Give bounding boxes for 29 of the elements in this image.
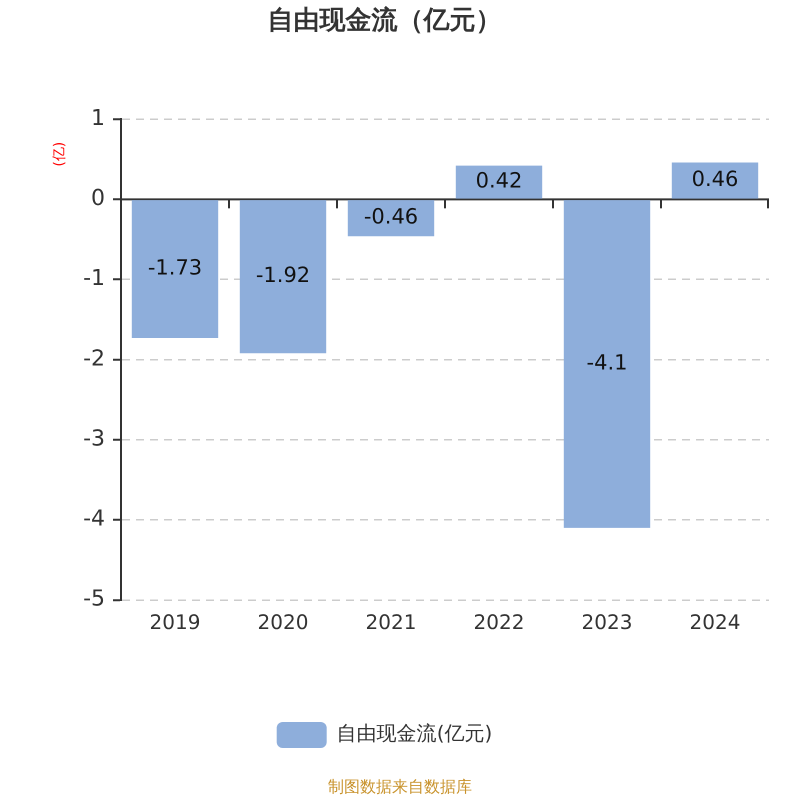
text: 制图数据来自数据库 [328,777,472,796]
y-tick-label: -3 [83,426,105,452]
bar [240,200,326,354]
y-axis-title: (亿) [52,142,68,167]
bar [564,200,650,528]
y-tick-label: 0 [91,186,105,212]
legend-label: 自由现金流(亿元) [336,721,492,746]
y-tick-label: 1 [91,106,105,131]
data-label: -0.46 [364,204,418,229]
x-tick-label: 2023 [582,610,632,634]
data-label: 0.42 [476,168,522,193]
data-label: 0.46 [692,166,738,191]
data-label: -4.1 [586,350,628,374]
data-label: -1.73 [148,255,202,280]
y-tick-label: -2 [83,346,105,372]
data-label: -1.92 [256,263,310,288]
bar [132,200,218,338]
x-tick-label: 2022 [474,610,524,634]
x-tick-label: 2020 [258,610,308,634]
x-tick-label: 2021 [366,610,416,634]
bar [672,162,758,199]
y-tick-label: -5 [83,586,105,612]
x-tick-label: 2024 [690,610,740,634]
bar [348,200,434,236]
y-tick-label: -4 [83,506,105,532]
x-tick-label: 2019 [150,610,200,634]
chart-title: 自由现金流（亿元） [268,5,502,36]
y-tick-label: -1 [83,266,105,292]
bar [456,166,542,199]
